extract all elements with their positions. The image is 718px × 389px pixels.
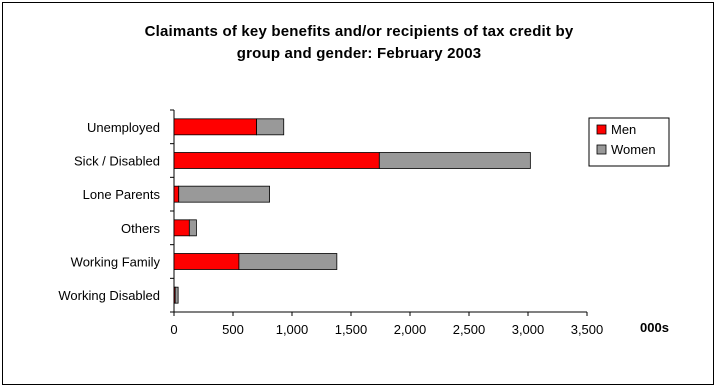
chart-frame: Claimants of key benefits and/or recipie…	[2, 2, 714, 385]
category-label: Lone Parents	[83, 187, 161, 202]
bar-men	[173, 219, 190, 237]
bar-men	[173, 185, 180, 203]
bar-women	[378, 152, 531, 169]
x-tick-labels: 0 500 1,000 1,500 2,000 2,500 3,000 3,500	[170, 322, 603, 337]
category-label: Sick / Disabled	[74, 154, 160, 169]
x-tick-label: 1,500	[335, 322, 368, 337]
chart-title: Claimants of key benefits and/or recipie…	[3, 21, 715, 65]
bar-men	[173, 118, 257, 136]
x-unit-label: 000s	[640, 320, 669, 335]
x-tick-label: 0	[170, 322, 177, 337]
category-label: Working Disabled	[58, 288, 160, 303]
legend-swatch-women	[596, 144, 607, 155]
legend-label-men: Men	[611, 122, 636, 137]
legend-swatch-men	[596, 124, 607, 135]
chart-axes	[170, 109, 588, 316]
x-tick-label: 1,000	[276, 322, 309, 337]
chart-bars	[173, 118, 531, 304]
chart-title-line-1: Claimants of key benefits and/or recipie…	[144, 23, 574, 40]
category-label: Others	[121, 221, 161, 236]
x-tick-label: 2,000	[394, 322, 427, 337]
x-tick-label: 3,500	[571, 322, 604, 337]
x-tick-label: 500	[222, 322, 244, 337]
category-labels: Unemployed Sick / Disabled Lone Parents Oth…	[58, 120, 160, 303]
category-label: Working Family	[71, 255, 161, 270]
bar-women	[178, 185, 270, 203]
bar-women	[256, 118, 285, 136]
bar-women	[174, 286, 179, 304]
chart-legend: Men Women	[588, 117, 670, 167]
bar-men	[173, 253, 240, 270]
category-label: Unemployed	[87, 120, 160, 135]
bar-women	[188, 219, 197, 237]
bar-men	[173, 152, 380, 169]
bar-women	[238, 253, 338, 270]
chart-title-line-2: group and gender: February 2003	[236, 45, 482, 62]
legend-label-women: Women	[611, 142, 656, 157]
x-tick-label: 3,000	[512, 322, 545, 337]
x-tick-label: 2,500	[453, 322, 486, 337]
